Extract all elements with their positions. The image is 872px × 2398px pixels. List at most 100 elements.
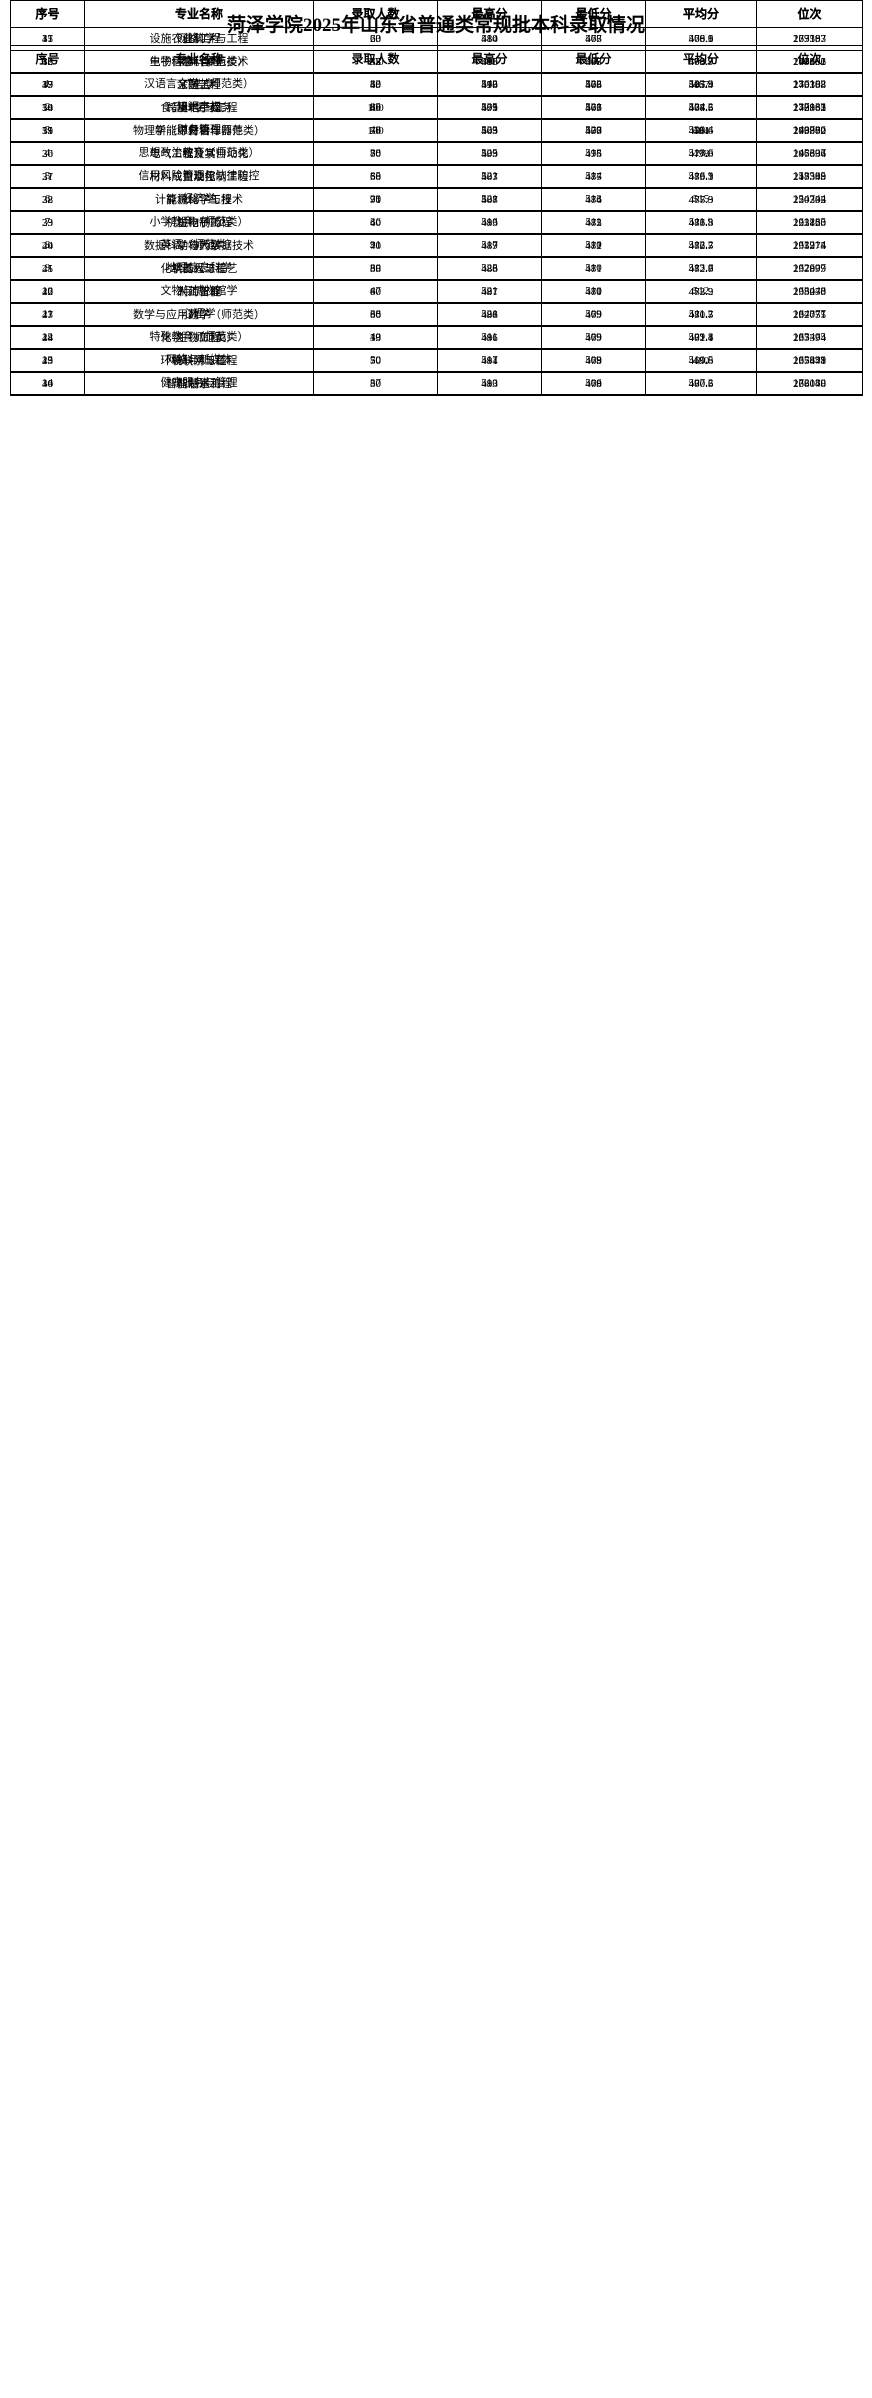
- cell-min: 471: [541, 280, 646, 304]
- cell-index: 40: [10, 234, 85, 258]
- cell-major: 土木工程: [84, 96, 314, 120]
- cell-avg: 473.8: [645, 211, 757, 235]
- cell-max: 487: [437, 234, 542, 258]
- cell-rank: 266048: [756, 372, 863, 396]
- cell-rank: 265878: [756, 349, 863, 373]
- cell-major: 生物工程: [84, 326, 314, 350]
- cell-major: 设施农业科学与工程: [84, 27, 314, 51]
- cell-index: 44: [10, 326, 85, 350]
- table-row: 44 生物工程 39 486 469 471.1 263374: [10, 326, 863, 350]
- cell-rank: 270562: [756, 96, 863, 120]
- cell-major: 园艺: [84, 73, 314, 97]
- table-header-row: 序号 专业名称 录取人数 最高分 最低分 平均分 位次: [10, 0, 863, 28]
- cell-rank: 246834: [756, 142, 863, 166]
- cell-min: 467: [541, 27, 646, 51]
- cell-rank: 255274: [756, 234, 863, 258]
- cell-index: 37: [10, 165, 85, 189]
- col-header-max: 最高分: [437, 0, 542, 28]
- cell-major: 物理学（中外合作师范类）: [84, 119, 314, 143]
- table-row: 49 园艺 40 475 466 467 270168: [10, 73, 863, 97]
- cell-max: 475: [437, 96, 542, 120]
- cell-rank: 262775: [756, 303, 863, 327]
- cell-major: 智慧水利: [84, 372, 314, 396]
- cell-index: 45: [10, 349, 85, 373]
- cell-index: 42: [10, 280, 85, 304]
- cell-avg: 471.5: [645, 303, 757, 327]
- cell-avg: 472.7: [645, 257, 757, 281]
- cell-max: 491: [437, 349, 542, 373]
- col-header-min: 最低分: [541, 0, 646, 28]
- col-header-avg: 平均分: [645, 0, 757, 28]
- cell-avg: 471.1: [645, 326, 757, 350]
- cell-min: 474: [541, 188, 646, 212]
- cell-max: 480: [437, 27, 542, 51]
- cell-major: 生物制药: [84, 211, 314, 235]
- table-row: 40 动物药学 40 487 472 476.7 255274: [10, 234, 863, 258]
- table-row: 39 生物制药 60 485 472 473.8 255160: [10, 211, 863, 235]
- table-segment-4: 序号 专业名称 录取人数 最高分 最低分 平均分 位次 47 设施农业科学与工程 6…: [0, 0, 872, 143]
- cell-rank: 296372: [756, 119, 863, 143]
- cell-count: 40: [313, 234, 438, 258]
- cell-count: 39: [313, 326, 438, 350]
- cell-major: 生物科学（师范类）: [84, 50, 314, 74]
- table-row: 48 生物科学（师范类） 52 480 467 468.7 267801: [10, 50, 863, 74]
- table-body-4: 47 设施农业科学与工程 60 480 467 468.9 267193 48 生物科学（师范类…: [10, 27, 863, 143]
- cell-major: 制药工程: [84, 280, 314, 304]
- cell-avg: 475.3: [645, 188, 757, 212]
- cell-major: 材料成型及控制工程: [84, 165, 314, 189]
- cell-count: 88: [313, 257, 438, 281]
- cell-min: 471: [541, 257, 646, 281]
- cell-min: 472: [541, 234, 646, 258]
- table-row: 36 统计学 70 493 475 477.8 246834: [10, 142, 863, 166]
- table-row: 51 物理学（中外合作师范类） 100 465 456 458.6 296372: [10, 119, 863, 143]
- cell-min: 475: [541, 165, 646, 189]
- cell-rank: 267801: [756, 50, 863, 74]
- cell-avg: 467: [645, 73, 757, 97]
- cell-min: 469: [541, 303, 646, 327]
- cell-min: 469: [541, 326, 646, 350]
- cell-avg: 468.7: [645, 50, 757, 74]
- cell-count: 70: [313, 188, 438, 212]
- cell-index: 39: [10, 211, 85, 235]
- cell-avg: 470.5: [645, 372, 757, 396]
- cell-count: 70: [313, 349, 438, 373]
- table-row: 50 土木工程 80 475 466 467.5 270562: [10, 96, 863, 120]
- cell-rank: 250232: [756, 188, 863, 212]
- table-row: 45 环境科学与工程 70 491 468 469.8 265878: [10, 349, 863, 373]
- col-header-major: 专业名称: [84, 0, 314, 28]
- cell-count: 40: [313, 73, 438, 97]
- table-row: 43 数学与应用数学（师范类） 86 498 469 471.5 262775: [10, 303, 863, 327]
- cell-max: 465: [437, 119, 542, 143]
- cell-index: 41: [10, 257, 85, 281]
- cell-avg: 472.9: [645, 280, 757, 304]
- cell-min: 468: [541, 349, 646, 373]
- cell-rank: 258070: [756, 280, 863, 304]
- cell-rank: 267193: [756, 27, 863, 51]
- cell-avg: 467.5: [645, 96, 757, 120]
- cell-avg: 469.8: [645, 349, 757, 373]
- cell-min: 475: [541, 142, 646, 166]
- table-row: 47 设施农业科学与工程 60 480 467 468.9 267193: [10, 27, 863, 51]
- cell-max: 487: [437, 165, 542, 189]
- cell-min: 468: [541, 372, 646, 396]
- table-row: 38 能源化学工程 70 487 474 475.3 250232: [10, 188, 863, 212]
- cell-count: 50: [313, 165, 438, 189]
- cell-min: 456: [541, 119, 646, 143]
- cell-avg: 477.8: [645, 142, 757, 166]
- table-row: 46 智慧水利 80 483 468 470.5 266048: [10, 372, 863, 396]
- cell-max: 475: [437, 73, 542, 97]
- cell-max: 487: [437, 188, 542, 212]
- cell-major: 统计学: [84, 142, 314, 166]
- cell-avg: 458.6: [645, 119, 757, 143]
- cell-count: 60: [313, 27, 438, 51]
- cell-count: 80: [313, 96, 438, 120]
- cell-count: 80: [313, 372, 438, 396]
- cell-rank: 263374: [756, 326, 863, 350]
- cell-index: 43: [10, 303, 85, 327]
- cell-index: 46: [10, 372, 85, 396]
- cell-index: 48: [10, 50, 85, 74]
- cell-count: 100: [313, 119, 438, 143]
- cell-avg: 468.9: [645, 27, 757, 51]
- cell-max: 486: [437, 257, 542, 281]
